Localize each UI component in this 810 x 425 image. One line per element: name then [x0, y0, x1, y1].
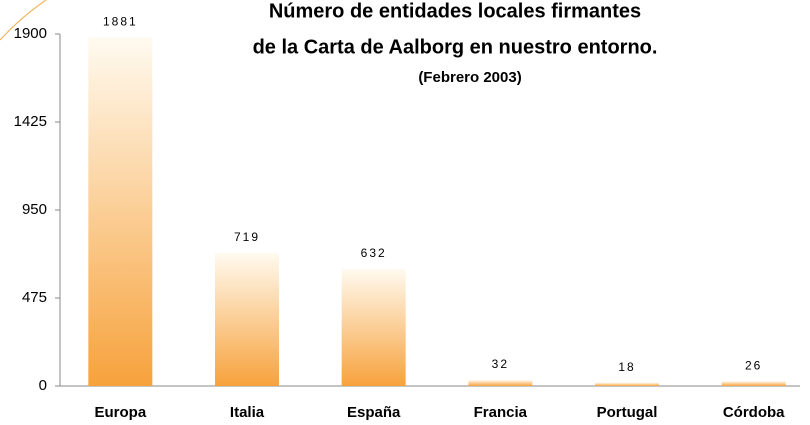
value-label: 719 [234, 230, 260, 244]
bar [215, 252, 279, 386]
value-label: 26 [745, 358, 762, 372]
x-tick-label: Europa [94, 404, 146, 421]
x-tick-label: Portugal [597, 404, 658, 421]
bar [721, 381, 786, 386]
x-tick-label: Italia [230, 404, 265, 421]
x-tick-label: Córdoba [723, 404, 785, 421]
bar [88, 37, 153, 387]
y-tick-label: 1425 [14, 113, 47, 130]
x-tick-label: Francia [474, 404, 528, 421]
y-tick-label: 1900 [14, 25, 47, 42]
bar [468, 380, 533, 386]
chart-title: de la Carta de Aalborg en nuestro entorn… [253, 36, 658, 58]
decoration [0, 0, 47, 41]
chart-title: Número de entidades locales firmantes [269, 0, 641, 22]
value-label: 18 [618, 360, 635, 374]
y-tick-label: 475 [22, 289, 47, 306]
y-tick-label: 950 [22, 201, 47, 218]
y-tick-label: 0 [39, 377, 47, 394]
bar [341, 268, 406, 386]
x-tick-label: España [347, 404, 401, 421]
value-label: 32 [492, 357, 509, 371]
bar [595, 382, 659, 386]
value-label: 1881 [103, 15, 138, 29]
chart-subtitle: (Febrero 2003) [418, 69, 521, 86]
value-label: 632 [361, 246, 387, 260]
